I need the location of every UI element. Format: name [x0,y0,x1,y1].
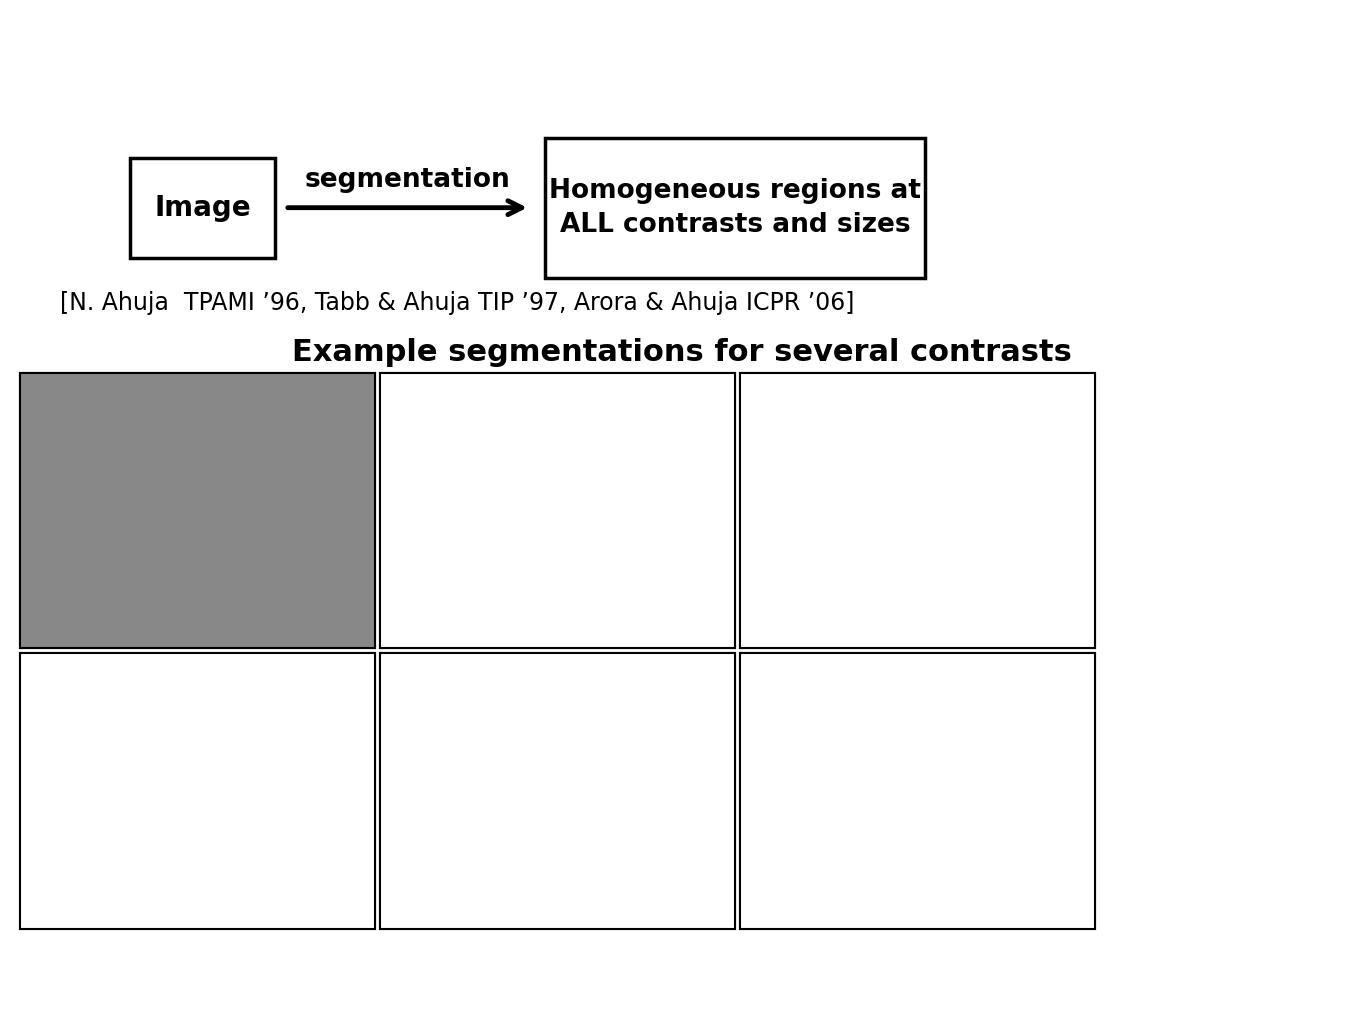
Text: Image: Image [154,194,251,221]
FancyBboxPatch shape [740,373,1095,648]
FancyBboxPatch shape [740,653,1095,929]
Text: Feature Extraction = Image Segmentation: Feature Extraction = Image Segmentation [153,33,1212,75]
Text: [N. Ahuja  TPAMI ’96, Tabb & Ahuja TIP ’97, Arora & Ahuja ICPR ’06]: [N. Ahuja TPAMI ’96, Tabb & Ahuja TIP ’9… [60,291,854,314]
FancyBboxPatch shape [20,653,375,929]
Text: Example segmentations for several contrasts: Example segmentations for several contra… [292,338,1072,368]
FancyBboxPatch shape [740,653,1095,929]
FancyBboxPatch shape [379,373,734,648]
Text: segmentation: segmentation [304,167,511,193]
FancyBboxPatch shape [379,653,734,929]
FancyBboxPatch shape [379,373,734,648]
FancyBboxPatch shape [20,373,375,648]
FancyBboxPatch shape [740,373,1095,648]
FancyBboxPatch shape [20,373,375,648]
FancyBboxPatch shape [379,653,734,929]
FancyBboxPatch shape [545,137,925,278]
Text: Homogeneous regions at
ALL contrasts and sizes: Homogeneous regions at ALL contrasts and… [549,178,921,238]
FancyBboxPatch shape [20,653,375,929]
FancyBboxPatch shape [130,158,274,258]
